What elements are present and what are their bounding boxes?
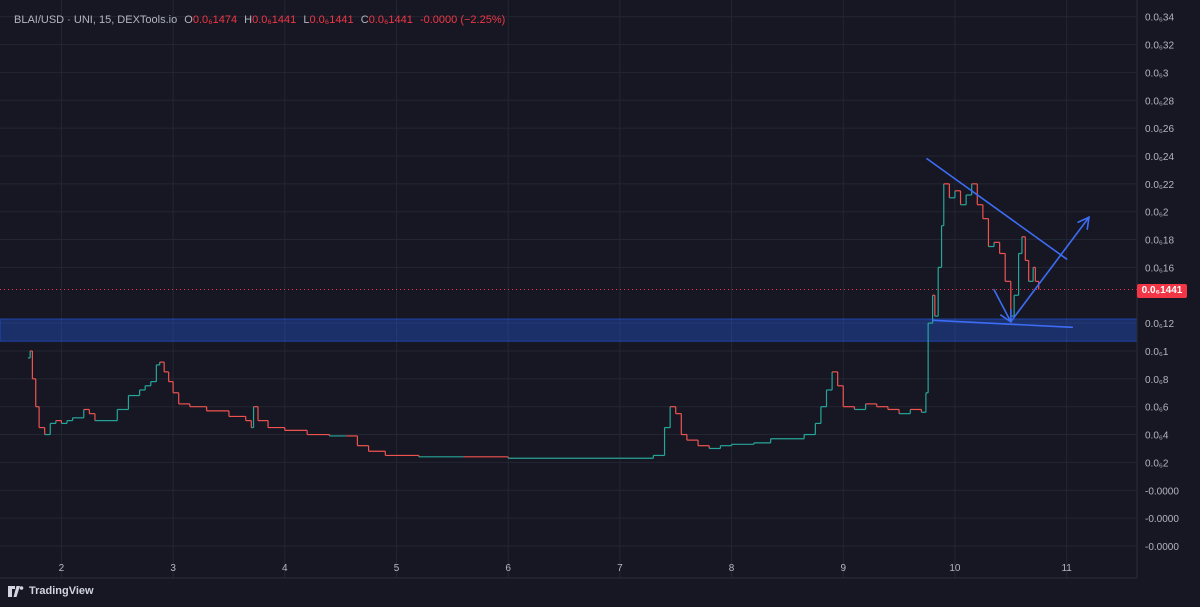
price-tick-label: 0.0₆6 (1145, 403, 1169, 414)
time-axis[interactable]: 2 3 4 5 6 7 8 9 10 11 (59, 563, 1073, 574)
price-tick-label: 0.0₆1 (1145, 347, 1169, 358)
current-price-tag: 0.0₆1441 (1137, 284, 1187, 298)
symbol-legend[interactable]: BLAI/USD · UNI, 15, DEXTools.io O0.0₆147… (14, 14, 505, 26)
price-tick-label: 0.0₆26 (1145, 124, 1174, 135)
low-label: L (303, 14, 310, 26)
low-value: 0.0₆1441 (309, 14, 354, 26)
close-value: 0.0₆1441 (368, 14, 413, 26)
price-tick-label: 0.0₆28 (1145, 96, 1174, 107)
price-tick-label: 0.0₆8 (1145, 375, 1169, 386)
time-tick-label: 2 (59, 563, 65, 574)
time-tick-label: 4 (282, 563, 288, 574)
price-tick-label: 0.0₆4 (1145, 431, 1169, 442)
high-label: H (244, 14, 253, 26)
price-tick-label: -0.0000 (1145, 542, 1179, 553)
tradingview-logo[interactable]: TradingView (8, 585, 94, 597)
plot-area (0, 0, 1137, 578)
symbol-title: BLAI/USD · UNI, 15, DEXTools.io (14, 14, 178, 26)
arrow-up-head[interactable] (1077, 215, 1090, 230)
candles (27, 183, 1040, 459)
triangle-top-line[interactable] (926, 157, 1068, 260)
triangle-bottom-line[interactable] (931, 319, 1074, 329)
time-tick-label: 9 (840, 563, 846, 574)
price-tick-label: 0.0₆16 (1145, 263, 1174, 274)
price-tick-label: 0.0₆34 (1145, 13, 1174, 24)
time-tick-label: 7 (617, 563, 623, 574)
time-tick-label: 6 (505, 563, 511, 574)
price-tick-label: 0.0₆12 (1145, 319, 1174, 330)
price-tick-label: 0.0₆2 (1145, 458, 1169, 469)
price-tick-label: 0.0₆2 (1145, 208, 1169, 219)
tradingview-label: TradingView (29, 585, 94, 597)
price-axis[interactable]: 0.0₆34 0.0₆32 0.0₆3 0.0₆28 0.0₆26 0.0₆24 0.0₆2… (1145, 13, 1179, 553)
time-tick-label: 11 (1061, 563, 1072, 574)
time-tick-label: 10 (949, 563, 961, 574)
arrow-down-line[interactable] (993, 288, 1012, 323)
grid (0, 0, 1137, 578)
price-tick-label: 0.0₆18 (1145, 236, 1174, 247)
open-label: O (184, 14, 193, 26)
open-value: 0.0₆1474 (192, 14, 238, 26)
tradingview-logo-icon (8, 585, 24, 597)
price-tick-label: 0.0₆24 (1145, 152, 1174, 163)
high-value: 0.0₆1441 (252, 14, 297, 26)
price-tick-label: 0.0₆32 (1145, 41, 1174, 52)
price-tick-label: -0.0000 (1145, 514, 1179, 525)
close-label: C (360, 14, 369, 26)
price-tick-label: 0.0₆3 (1145, 68, 1169, 79)
price-tick-label: 0.0₆22 (1145, 180, 1174, 191)
time-tick-label: 8 (729, 563, 735, 574)
arrow-up-line[interactable] (1009, 216, 1090, 323)
trend-drawings[interactable] (926, 157, 1090, 329)
price-tick-label: -0.0000 (1145, 486, 1179, 497)
time-tick-label: 5 (394, 563, 400, 574)
change-value: -0.0000 (−2.25%) (419, 14, 506, 26)
time-tick-label: 3 (170, 563, 176, 574)
